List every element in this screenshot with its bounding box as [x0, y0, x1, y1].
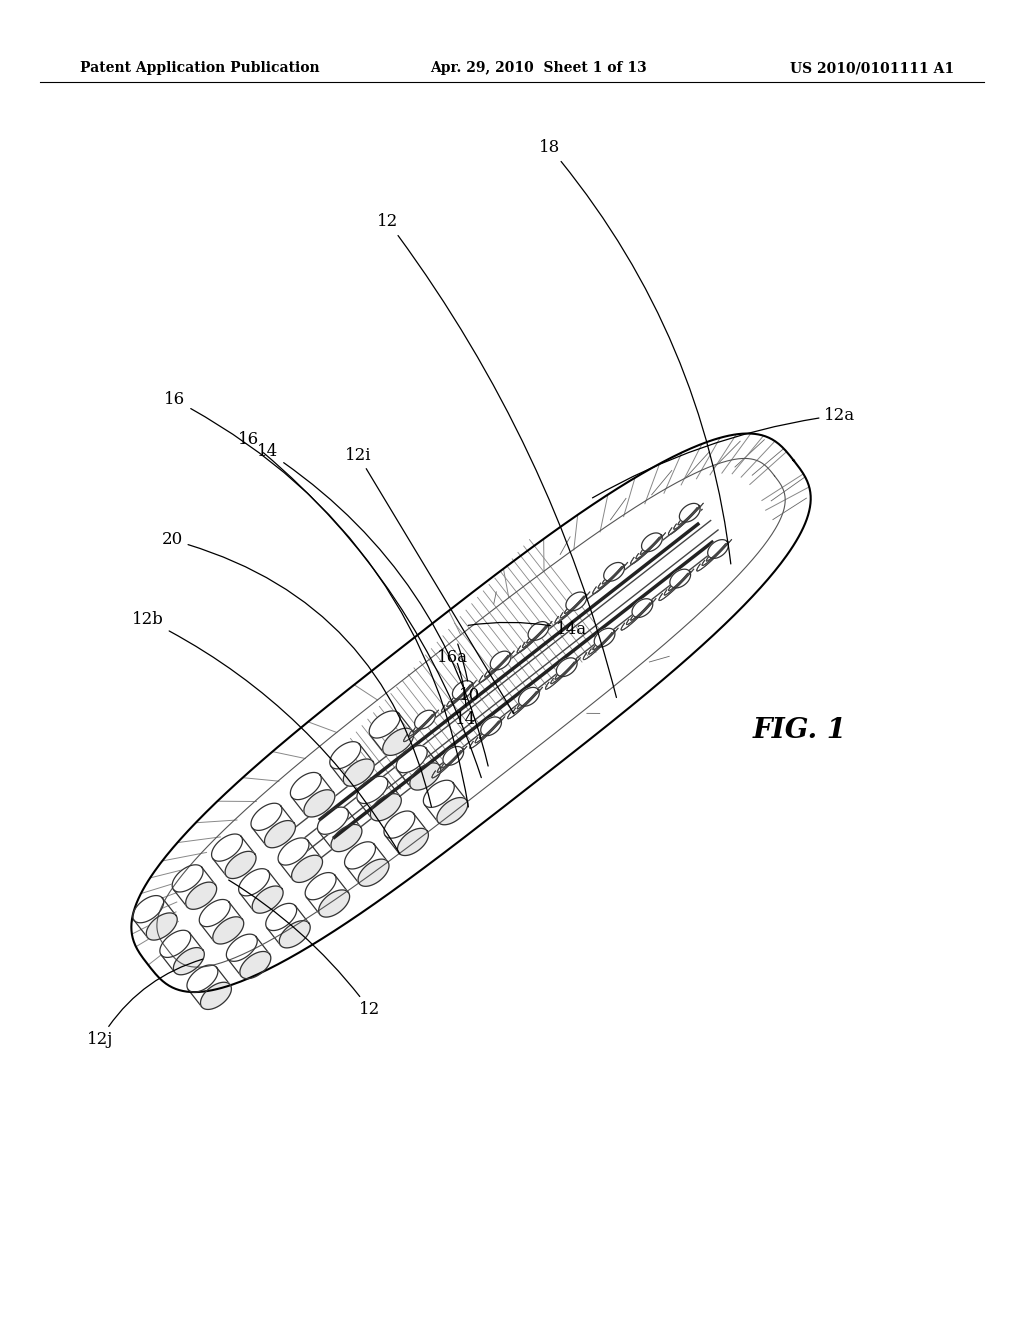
Polygon shape — [239, 869, 269, 896]
Polygon shape — [679, 503, 700, 523]
Polygon shape — [518, 688, 540, 706]
Polygon shape — [160, 931, 190, 957]
Polygon shape — [213, 917, 244, 944]
Text: 12j: 12j — [87, 960, 203, 1048]
Polygon shape — [212, 834, 243, 861]
Text: 12: 12 — [228, 880, 381, 1019]
Text: FIG. 1: FIG. 1 — [753, 717, 847, 743]
Text: 12i: 12i — [345, 446, 514, 714]
Polygon shape — [604, 562, 625, 581]
Text: 12: 12 — [378, 214, 616, 697]
Polygon shape — [410, 763, 440, 791]
Text: 10: 10 — [458, 644, 480, 704]
Text: US 2010/0101111 A1: US 2010/0101111 A1 — [790, 61, 954, 75]
Text: 14: 14 — [456, 664, 476, 729]
Polygon shape — [490, 651, 511, 669]
Polygon shape — [266, 903, 297, 931]
Polygon shape — [280, 920, 310, 948]
Polygon shape — [358, 859, 389, 886]
Polygon shape — [632, 599, 652, 618]
Polygon shape — [173, 948, 205, 974]
Text: 20: 20 — [162, 532, 431, 807]
Polygon shape — [556, 657, 578, 677]
Polygon shape — [133, 895, 164, 923]
Polygon shape — [317, 807, 348, 834]
Polygon shape — [708, 540, 728, 558]
Polygon shape — [415, 710, 435, 729]
Polygon shape — [318, 890, 349, 917]
Text: 16: 16 — [165, 392, 468, 807]
Polygon shape — [437, 797, 468, 825]
Text: Apr. 29, 2010  Sheet 1 of 13: Apr. 29, 2010 Sheet 1 of 13 — [430, 61, 647, 75]
Polygon shape — [370, 711, 400, 738]
Polygon shape — [344, 842, 376, 869]
Polygon shape — [225, 851, 256, 879]
Polygon shape — [279, 838, 309, 865]
Text: 12b: 12b — [132, 611, 399, 854]
Polygon shape — [343, 759, 374, 787]
Text: 16: 16 — [238, 432, 481, 777]
Polygon shape — [240, 952, 270, 978]
Polygon shape — [172, 865, 203, 892]
Polygon shape — [371, 793, 401, 821]
Polygon shape — [226, 935, 257, 961]
Polygon shape — [131, 433, 811, 993]
Polygon shape — [251, 804, 282, 830]
Polygon shape — [480, 717, 502, 735]
Polygon shape — [383, 729, 414, 755]
Polygon shape — [670, 569, 690, 587]
Polygon shape — [641, 533, 663, 552]
Polygon shape — [252, 886, 283, 913]
Polygon shape — [291, 772, 322, 800]
Polygon shape — [357, 776, 388, 804]
Polygon shape — [304, 789, 335, 817]
Polygon shape — [292, 855, 323, 883]
Text: 18: 18 — [540, 140, 731, 564]
Polygon shape — [331, 825, 361, 851]
Polygon shape — [396, 746, 427, 772]
Text: 16a: 16a — [436, 649, 468, 673]
Text: Patent Application Publication: Patent Application Publication — [80, 61, 319, 75]
Polygon shape — [146, 913, 177, 940]
Polygon shape — [264, 821, 296, 847]
Polygon shape — [384, 810, 415, 838]
Polygon shape — [594, 628, 615, 647]
Polygon shape — [423, 780, 455, 808]
Polygon shape — [185, 882, 217, 909]
Polygon shape — [443, 747, 464, 766]
Text: 12a: 12a — [593, 407, 856, 498]
Polygon shape — [330, 742, 360, 768]
Polygon shape — [397, 829, 428, 855]
Text: 14a: 14a — [468, 622, 588, 639]
Polygon shape — [528, 622, 549, 640]
Polygon shape — [305, 873, 336, 900]
Polygon shape — [187, 965, 218, 993]
Text: 14: 14 — [257, 444, 488, 766]
Polygon shape — [453, 681, 473, 700]
Polygon shape — [200, 899, 230, 927]
Polygon shape — [566, 593, 587, 611]
Polygon shape — [201, 982, 231, 1010]
